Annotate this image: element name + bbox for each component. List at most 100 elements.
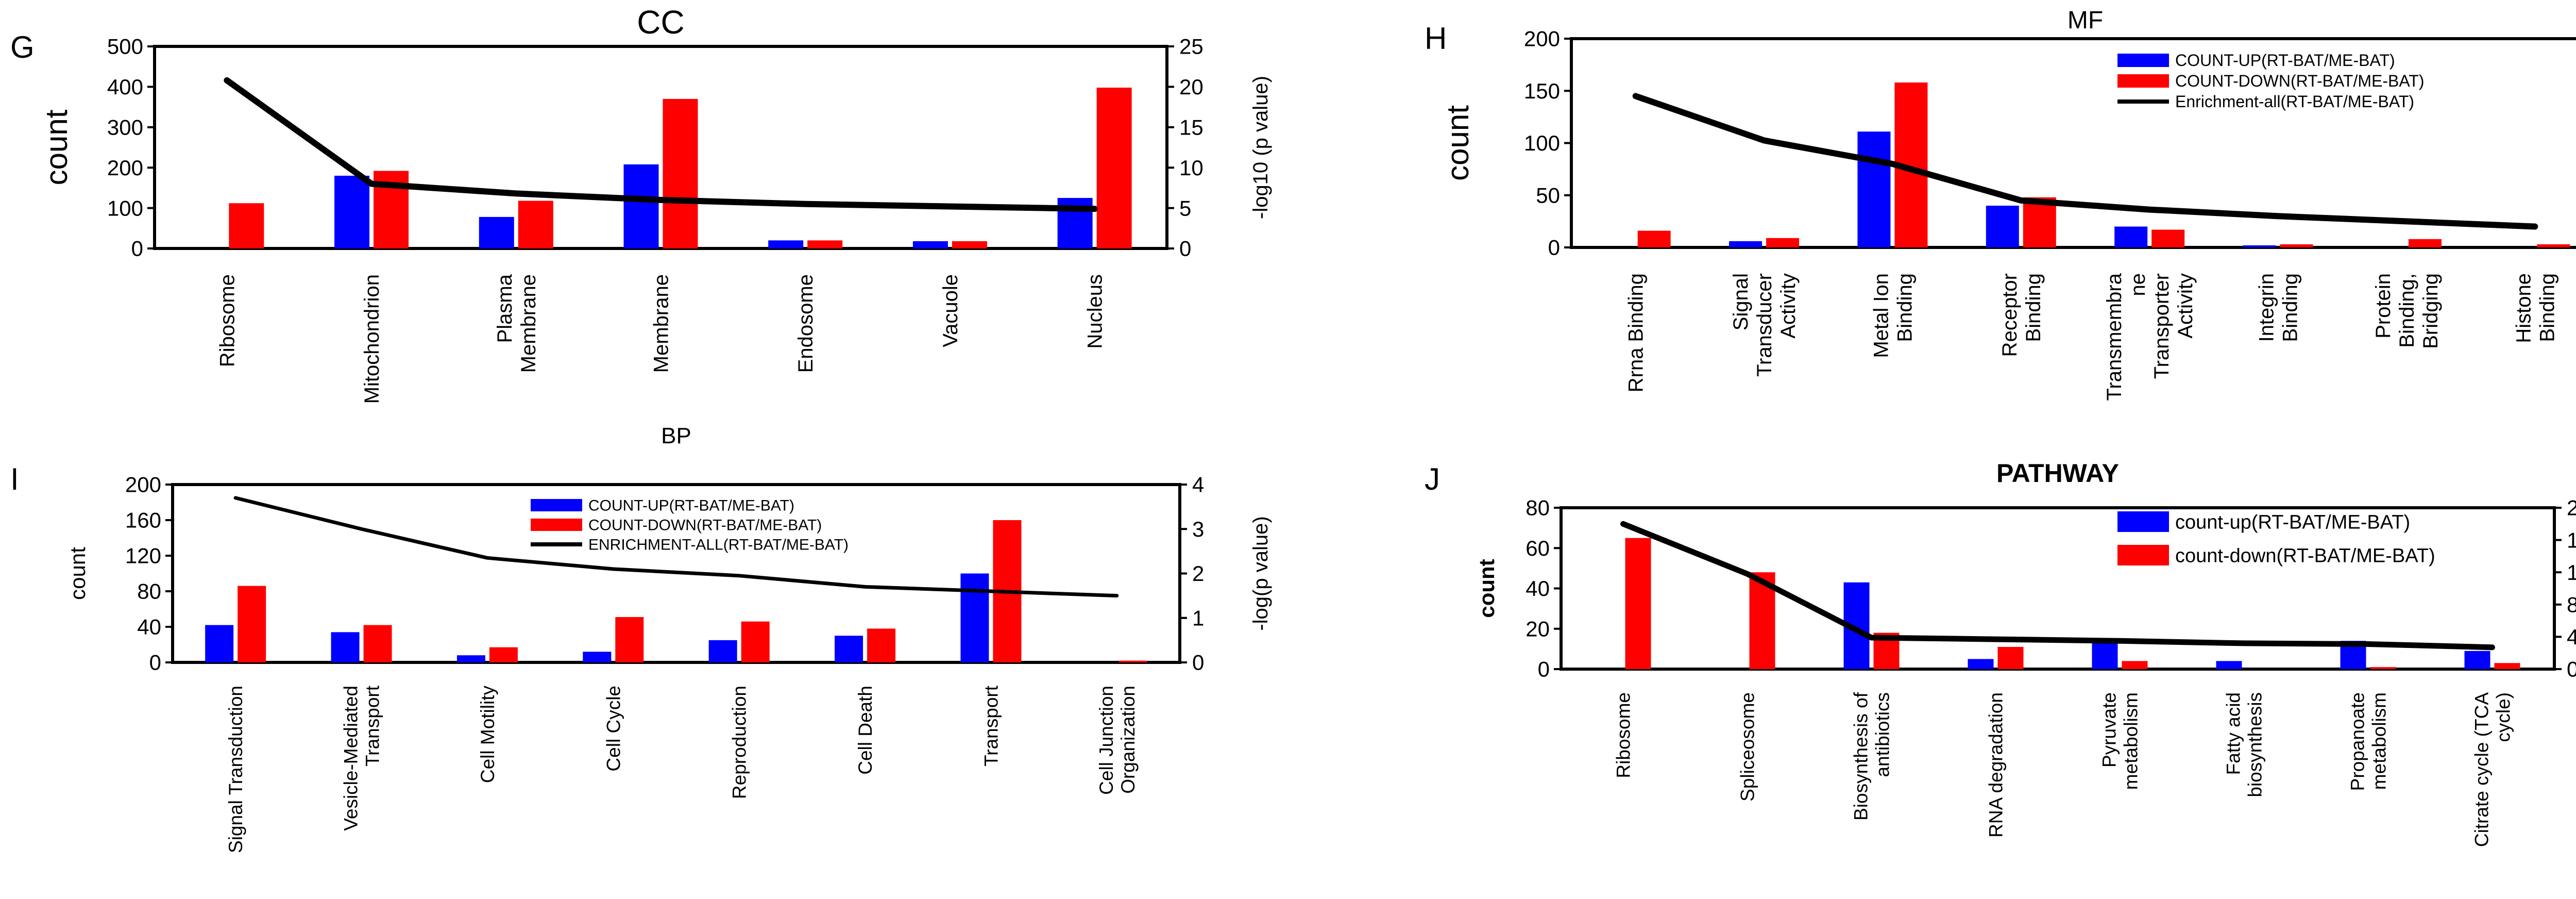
x-tick-label: Transport (980, 685, 1002, 767)
y-axis-label: count (1440, 105, 1475, 181)
x-tick-label-line: Reproduction (729, 686, 750, 799)
bar-up (1729, 241, 1762, 247)
bar-down (1096, 87, 1132, 248)
legend: COUNT-UP(RT-BAT/ME-BAT) COUNT-DOWN(RT-BAT… (531, 497, 849, 554)
bar-up (583, 652, 612, 662)
x-tick-label-line: Bridging (2419, 273, 2442, 349)
bar-group (229, 87, 1132, 249)
bar-up (334, 175, 370, 248)
legend-swatch (531, 499, 582, 511)
legend-label: count-up(RT-BAT/ME-BAT) (2175, 511, 2410, 533)
x-tick-label: Pyruvatemetabolism (2098, 692, 2141, 790)
bar-down (952, 241, 987, 248)
y2-tick-label: 0 (2567, 657, 2576, 681)
x-tick-label: Endosome (794, 274, 817, 373)
bar-up (479, 217, 514, 248)
x-tick-label: Metal IonBinding (1870, 273, 1916, 358)
x-tick-label-line: Transducer (1753, 273, 1776, 377)
x-tick-label: Cell Death (855, 686, 876, 775)
bar-down (1997, 646, 2024, 669)
chart-panel-J: JPATHWAY020406080048121620count-log10 (p… (1425, 459, 2576, 847)
y-tick-label: 40 (1526, 576, 1550, 601)
bar-down (615, 617, 644, 662)
x-tick-label: Reproduction (729, 686, 750, 799)
y-axis-ticks: 0 20 40 60 80 (1526, 496, 1561, 681)
y-tick-label: 80 (137, 579, 161, 604)
x-tick-label-line: Cell Motility (477, 686, 498, 784)
bar-up (2092, 643, 2118, 669)
x-tick-label-line: Plasma (494, 274, 516, 343)
chart-title: CC (637, 4, 684, 41)
x-tick-label-line: Transport (362, 685, 383, 767)
bar-up (768, 240, 804, 248)
chart-title: PATHWAY (1996, 459, 2119, 488)
x-tick-label-line: Rrna Binding (1625, 273, 1648, 392)
bar-up (456, 655, 485, 662)
y-tick-label: 160 (125, 508, 161, 532)
bar-up (331, 632, 360, 662)
y2-tick-label: 0 (1179, 237, 1191, 261)
x-tick-label-line: Ribosome (216, 274, 239, 367)
plot-frame (153, 45, 1168, 250)
x-tick-label-line: Binding (2279, 273, 2302, 342)
x-tick-label-line: Transporter (2150, 273, 2173, 379)
y2-tick-label: 20 (1179, 75, 1204, 99)
x-tick-label-line: Mitochondrion (361, 274, 383, 404)
x-tick-label-line: Transport (980, 685, 1002, 767)
x-axis-labels: Signal Transduction Vesicle-MediatedTrans… (225, 685, 1139, 853)
x-tick-label-line: Receptor (1998, 273, 2021, 357)
x-tick-label: Cell Cycle (603, 686, 624, 772)
y-tick-label: 200 (107, 156, 143, 180)
panel-letter: J (1425, 462, 1440, 496)
y2-tick-label: 4 (1192, 473, 1204, 497)
bar-up (1857, 131, 1891, 247)
x-tick-label-line: Histone (2512, 273, 2535, 343)
x-tick-label-line: Endosome (794, 274, 817, 373)
y-tick-label: 0 (149, 651, 161, 675)
x-tick-label-line: Pyruvate (2098, 692, 2120, 768)
y-tick-label: 60 (1526, 536, 1550, 560)
x-tick-label-line: Cell Cycle (603, 686, 624, 772)
y2-tick-label: 20 (2567, 496, 2576, 520)
y2-tick-label: 10 (1179, 156, 1204, 180)
x-tick-label-line: Cell Death (855, 686, 876, 775)
x-tick-label-line: Binding (2022, 273, 2045, 342)
bar-down (1766, 238, 1800, 247)
bar-down (867, 628, 896, 662)
x-tick-label-line: Cell Junction (1096, 686, 1117, 795)
enrichment-line (233, 496, 1119, 598)
bar-down (229, 203, 264, 248)
bar-up (912, 241, 948, 248)
legend-swatch (2117, 545, 2169, 565)
y-tick-label: 100 (107, 196, 143, 220)
bar-down (2151, 229, 2185, 247)
x-axis-labels: Ribosome Spliceosome Biosynthesis ofantibi… (1613, 692, 2514, 847)
x-tick-label-line: Vacuole (939, 274, 962, 347)
x-tick-label-line: Binding (2536, 273, 2558, 342)
bar-up (960, 573, 989, 662)
y-tick-label: 300 (107, 115, 143, 140)
x-tick-label-line: Binding, (2396, 273, 2418, 348)
y-tick-label: 20 (1526, 617, 1550, 641)
x-tick-label-line: Metal Ion (1870, 273, 1892, 358)
x-tick-label: Propanoatemetabolism (2347, 692, 2389, 791)
bar-down (1625, 538, 1651, 669)
x-axis-labels: Rrna Binding SignalTransducerActivity Meta… (1625, 273, 2559, 401)
y2-tick-label: 8 (2567, 593, 2576, 617)
bar-down (363, 625, 392, 662)
x-tick-label: Nucleus (1084, 274, 1107, 349)
x-tick-label-line: Fatty acid (2223, 692, 2244, 775)
x-tick-label-line: cycle) (2493, 692, 2514, 742)
y-tick-label: 200 (1524, 27, 1560, 51)
x-tick-label: TransmembraneTransporterActivity (2103, 273, 2197, 401)
bar-up (623, 164, 659, 248)
x-tick-label-line: RNA degradation (1985, 692, 2006, 838)
y2-tick-label: 12 (2567, 560, 2576, 585)
bar-down (489, 647, 518, 662)
x-tick-label: Signal Transduction (225, 686, 246, 853)
bar-up (835, 636, 863, 662)
x-tick-label-line: biosynthesis (2244, 692, 2265, 797)
y-axis-label: count (65, 547, 90, 600)
x-tick-label-line: antibiotics (1872, 692, 1893, 777)
x-tick-label: Citrate cycle (TCAcycle) (2471, 692, 2514, 847)
